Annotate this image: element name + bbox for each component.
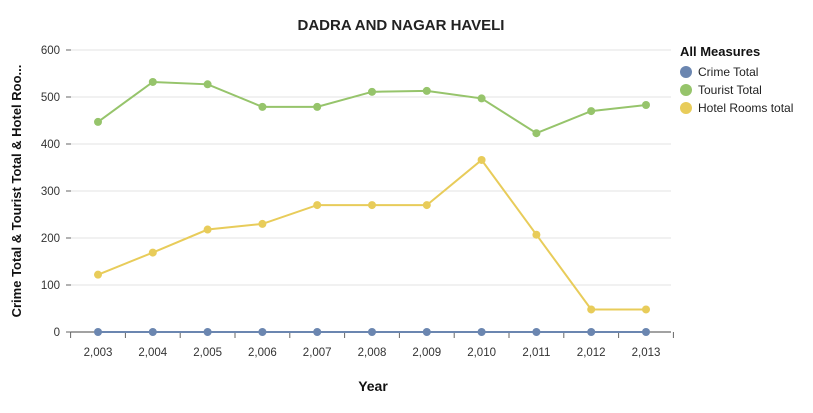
data-point[interactable] bbox=[477, 328, 486, 336]
legend-title: All Measures bbox=[680, 44, 760, 59]
data-point[interactable] bbox=[368, 87, 376, 96]
y-tick-label: 600 bbox=[41, 45, 60, 57]
data-point[interactable] bbox=[532, 328, 541, 336]
x-axis-label: Year bbox=[358, 378, 388, 394]
y-tick-label: 500 bbox=[41, 92, 60, 104]
legend-label: Tourist Total bbox=[698, 83, 762, 97]
x-tick-label: 2,012 bbox=[577, 347, 606, 359]
data-point[interactable] bbox=[477, 155, 486, 164]
x-tick-label: 2,006 bbox=[248, 347, 277, 359]
data-point[interactable] bbox=[422, 86, 431, 95]
data-point[interactable] bbox=[642, 328, 650, 336]
data-point[interactable] bbox=[368, 201, 376, 210]
chart-title: DADRA AND NAGAR HAVELI bbox=[298, 17, 505, 34]
data-point[interactable] bbox=[148, 248, 157, 257]
x-tick-label: 2,008 bbox=[358, 347, 387, 359]
data-point[interactable] bbox=[203, 225, 212, 234]
series-tourist-total bbox=[94, 77, 650, 138]
gridlines bbox=[70, 49, 671, 286]
series-hotel-rooms-total bbox=[94, 155, 650, 314]
series-line bbox=[97, 158, 646, 311]
data-point[interactable] bbox=[94, 117, 102, 126]
x-tick-labels: 2,003 2,004 2,005 2,006 2,007 2,008 2,009 2,010… bbox=[84, 347, 661, 359]
legend-label: Crime Total bbox=[698, 65, 758, 79]
data-point[interactable] bbox=[203, 328, 212, 336]
y-axis-label: Crime Total & Tourist Total & Hotel Roo.… bbox=[9, 65, 24, 318]
y-tick-label: 400 bbox=[41, 139, 60, 151]
data-point[interactable] bbox=[313, 328, 322, 336]
data-point[interactable] bbox=[587, 107, 596, 116]
x-tick-label: 2,010 bbox=[467, 347, 496, 359]
x-tick-label: 2,007 bbox=[303, 347, 332, 359]
y-tick-label: 300 bbox=[41, 186, 60, 198]
data-point[interactable] bbox=[94, 328, 102, 336]
data-point[interactable] bbox=[313, 201, 322, 210]
data-point[interactable] bbox=[258, 328, 267, 336]
y-tick-labels: 0 100 200 300 400 500 600 bbox=[41, 45, 60, 339]
x-tick-label: 2,005 bbox=[193, 347, 222, 359]
data-point[interactable] bbox=[532, 129, 541, 138]
data-point[interactable] bbox=[532, 230, 541, 239]
legend-swatch bbox=[680, 84, 692, 96]
legend: All Measures Crime Total Tourist Total Hot… bbox=[680, 44, 793, 115]
series-lines bbox=[94, 77, 650, 336]
y-tick-label: 0 bbox=[54, 327, 60, 339]
legend-swatch bbox=[680, 66, 692, 78]
data-point[interactable] bbox=[642, 305, 650, 314]
x-tick-label: 2,004 bbox=[138, 347, 167, 359]
x-tick-label: 2,009 bbox=[412, 347, 441, 359]
data-point[interactable] bbox=[587, 305, 596, 314]
x-tick-label: 2,011 bbox=[522, 347, 550, 359]
x-tick-label: 2,013 bbox=[632, 347, 661, 359]
data-point[interactable] bbox=[203, 80, 212, 89]
data-point[interactable] bbox=[422, 201, 431, 210]
legend-swatch bbox=[680, 102, 692, 114]
data-point[interactable] bbox=[313, 102, 322, 111]
data-point[interactable] bbox=[587, 328, 596, 336]
y-tick-label: 200 bbox=[41, 233, 60, 245]
data-point[interactable] bbox=[148, 77, 157, 86]
legend-label: Hotel Rooms total bbox=[698, 101, 793, 115]
data-point[interactable] bbox=[258, 102, 267, 111]
x-tick-label: 2,003 bbox=[84, 347, 113, 359]
data-point[interactable] bbox=[368, 328, 376, 336]
series-crime-total bbox=[94, 328, 650, 336]
y-tick-label: 100 bbox=[41, 280, 60, 292]
data-point[interactable] bbox=[148, 328, 157, 336]
data-point[interactable] bbox=[642, 100, 650, 109]
data-point[interactable] bbox=[258, 219, 267, 228]
data-point[interactable] bbox=[422, 328, 431, 336]
data-point[interactable] bbox=[477, 94, 486, 103]
data-point[interactable] bbox=[94, 270, 102, 279]
